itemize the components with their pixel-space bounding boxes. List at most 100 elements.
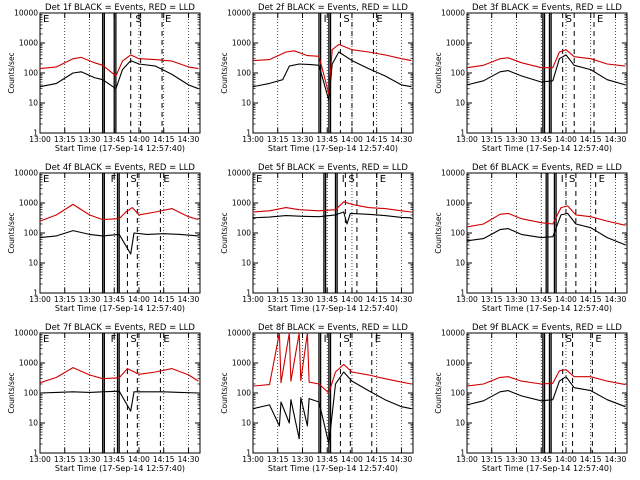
x-tick-label: 13:15 (54, 295, 76, 304)
lld-series-line (39, 367, 199, 384)
x-tick-label: 14:00 (555, 455, 577, 464)
plot-frame (39, 12, 201, 134)
panel-title: Det 1f BLACK = Events, RED = LLD (45, 3, 195, 13)
panel-title: Det 9f BLACK = Events, RED = LLD (472, 323, 622, 333)
lld-series-line (466, 205, 626, 228)
y-tick-label: 100 (451, 389, 466, 398)
interval-marker-label: E (163, 334, 169, 345)
x-tick-label: 14:30 (605, 135, 627, 144)
interval-marker-label: E (380, 174, 386, 185)
lld-series-line (252, 43, 412, 95)
interval-marker-label: S (566, 334, 572, 345)
lld-series-line (39, 203, 199, 222)
y-tick-label: 1 (246, 289, 251, 298)
events-series-line (466, 212, 626, 246)
y-tick-label: 10000 (227, 9, 251, 18)
interval-marker-label: E (43, 14, 49, 25)
interval-marker-label: I (342, 174, 345, 185)
interval-marker-label: S (569, 174, 575, 185)
x-tick-label: 13:45 (530, 135, 552, 144)
y-tick-label: 10 (28, 99, 38, 108)
y-tick-label: 1 (460, 289, 465, 298)
x-tick-label: 14:30 (391, 455, 413, 464)
x-tick-label: 13:45 (103, 455, 125, 464)
interval-marker-label: S (348, 174, 354, 185)
interval-marker-label: E (597, 14, 603, 25)
x-tick-label: 14:15 (366, 135, 388, 144)
y-tick-label: 10000 (441, 169, 465, 178)
y-tick-label: 10000 (227, 329, 251, 338)
x-tick-label: 14:30 (178, 135, 200, 144)
x-tick-label: 14:30 (178, 455, 200, 464)
x-tick-label: 13:00 (29, 455, 51, 464)
interval-marker-label: F (111, 334, 117, 345)
events-series-line (39, 390, 199, 412)
plot-frame (252, 172, 414, 294)
x-tick-label: 13:00 (456, 455, 478, 464)
y-tick-label: 100 (237, 229, 252, 238)
y-tick-label: 100 (24, 389, 39, 398)
y-axis-label: Counts/sec (434, 372, 443, 413)
x-tick-label: 14:00 (555, 295, 577, 304)
panel-4: Det 4f BLACK = Events, RED = LLD 1 10 100 10… (7, 163, 201, 313)
x-tick-label: 13:45 (316, 295, 338, 304)
x-tick-label: 13:00 (242, 455, 264, 464)
x-tick-label: 13:30 (506, 455, 528, 464)
x-tick-label: 13:15 (267, 295, 289, 304)
y-tick-label: 10000 (14, 9, 38, 18)
y-tick-label: 10000 (14, 329, 38, 338)
y-tick-label: 100 (24, 229, 39, 238)
x-axis-label: Start Time (17-Sep-14 12:57:40) (268, 144, 398, 153)
y-tick-label: 10000 (227, 169, 251, 178)
x-tick-label: 13:45 (530, 455, 552, 464)
panel-9: Det 9f BLACK = Events, RED = LLD 1 10 100 10… (434, 323, 628, 473)
y-tick-label: 1 (33, 289, 38, 298)
x-axis-label: Start Time (17-Sep-14 12:57:40) (55, 144, 185, 153)
panel-title: Det 6f BLACK = Events, RED = LLD (472, 163, 622, 173)
y-tick-label: 10000 (441, 9, 465, 18)
x-tick-label: 13:30 (79, 295, 101, 304)
lld-series-line (466, 369, 626, 387)
x-tick-label: 14:00 (128, 455, 150, 464)
lld-series-line (39, 54, 199, 77)
x-tick-label: 13:30 (506, 135, 528, 144)
x-tick-label: 14:15 (153, 295, 175, 304)
x-tick-label: 13:30 (79, 135, 101, 144)
y-axis-label: Counts/sec (220, 212, 229, 253)
x-tick-label: 14:00 (341, 455, 363, 464)
plot-frame (252, 332, 414, 454)
y-tick-label: 10 (241, 419, 251, 428)
x-tick-label: 13:45 (316, 135, 338, 144)
x-axis-label: Start Time (17-Sep-14 12:57:40) (482, 144, 612, 153)
interval-marker-label: E (256, 174, 262, 185)
interval-marker-label: F (111, 174, 117, 185)
x-tick-label: 14:00 (341, 135, 363, 144)
x-tick-label: 14:30 (178, 295, 200, 304)
x-tick-label: 13:45 (103, 295, 125, 304)
plot-frame (466, 172, 628, 294)
x-axis-label: Start Time (17-Sep-14 12:57:40) (55, 304, 185, 313)
panel-title: Det 5f BLACK = Events, RED = LLD (258, 163, 408, 173)
panel-7: Det 7f BLACK = Events, RED = LLD 1 10 100 10… (7, 323, 201, 473)
interval-marker-label: S (130, 174, 136, 185)
y-tick-label: 1000 (232, 199, 251, 208)
x-axis-label: Start Time (17-Sep-14 12:57:40) (55, 464, 185, 473)
panel-6: Det 6f BLACK = Events, RED = LLD 1 10 100 10… (434, 163, 628, 313)
interval-marker-label: E (165, 14, 171, 25)
x-tick-label: 13:30 (292, 135, 314, 144)
panel-5: Det 5f BLACK = Events, RED = LLD 1 10 100 10… (220, 163, 414, 313)
interval-marker-label: S (135, 14, 141, 25)
x-tick-label: 13:45 (316, 455, 338, 464)
events-series-line (252, 371, 412, 445)
x-tick-label: 13:00 (242, 135, 264, 144)
panel-title: Det 2f BLACK = Events, RED = LLD (258, 3, 408, 13)
x-axis-label: Start Time (17-Sep-14 12:57:40) (268, 464, 398, 473)
y-tick-label: 10 (28, 419, 38, 428)
y-tick-label: 1000 (19, 199, 38, 208)
interval-marker-label: E (43, 174, 49, 185)
x-axis-label: Start Time (17-Sep-14 12:57:40) (268, 304, 398, 313)
x-tick-label: 13:15 (267, 135, 289, 144)
events-series-line (39, 230, 199, 255)
interval-marker-label: E (375, 334, 381, 345)
